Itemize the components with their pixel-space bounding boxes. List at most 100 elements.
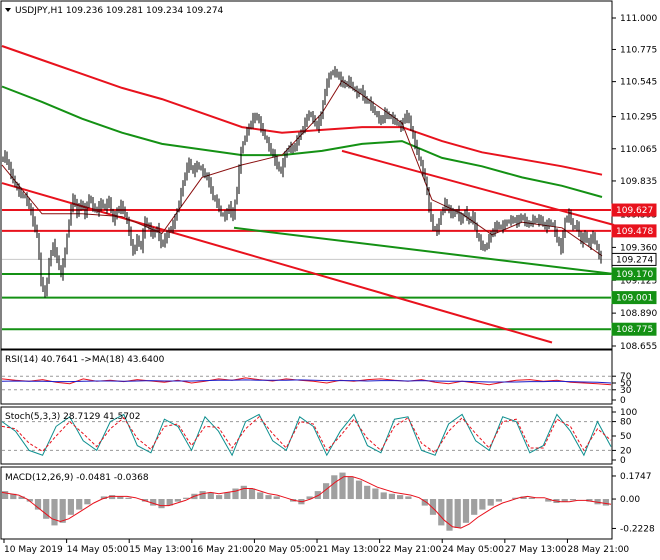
x-tick-label: 21 May 13:00 [317, 545, 379, 555]
macd-bar [240, 485, 247, 499]
moving-average-line [1, 45, 603, 176]
y-tick-label: 0 [620, 456, 626, 466]
macd-bar [528, 497, 535, 499]
macd-bar [306, 496, 313, 499]
macd-bar [487, 499, 494, 506]
macd-bar [109, 495, 116, 500]
macd-bar [372, 488, 379, 500]
rsi-plot-area [1, 375, 612, 391]
moving-average-line [1, 85, 603, 198]
x-tick-label: 22 May 21:00 [380, 545, 442, 555]
macd-bar [43, 499, 50, 519]
macd-bar [405, 496, 412, 499]
macd-bar [67, 499, 74, 515]
macd-panel-title: MACD(12,26,9) -0.0481 -0.0368 [5, 473, 149, 483]
macd-bar [158, 499, 165, 509]
trendline [233, 226, 615, 275]
x-tick-label: 24 May 05:00 [442, 545, 504, 555]
y-tick-label: 50 [620, 432, 632, 442]
macd-bar [446, 499, 453, 531]
macd-bar [51, 499, 58, 526]
y-tick-label: 109.360 [620, 243, 657, 253]
stoch-line [1, 413, 612, 457]
macd-bar [388, 493, 395, 500]
symbol-title[interactable]: USDJPY,H1 109.236 109.281 109.234 109.27… [5, 6, 224, 16]
level-tag [611, 224, 657, 238]
dropdown-triangle-icon[interactable] [5, 8, 11, 12]
rsi-panel-frame [0, 349, 613, 405]
macd-bar [323, 483, 330, 499]
macd-bar [471, 499, 478, 515]
macd-bar [314, 491, 321, 499]
macd-bar [10, 493, 17, 500]
macd-bar [2, 491, 9, 499]
macd-plot-area [1, 472, 612, 531]
macd-bar [183, 497, 190, 499]
macd-bar [347, 476, 354, 499]
stoch-panel-frame [0, 406, 613, 465]
x-tick-label: 10 May 2019 [4, 545, 63, 555]
macd-bar [232, 488, 239, 500]
macd-bar [380, 492, 387, 499]
macd-bar [512, 497, 519, 499]
x-tick-label: 28 May 21:00 [567, 545, 629, 555]
macd-bar [438, 499, 445, 526]
macd-bar [166, 499, 173, 506]
y-tick-label: 110.295 [620, 113, 657, 123]
level-tag-label: 109.627 [616, 206, 653, 216]
macd-bar [561, 499, 568, 502]
macd-signal-line [1, 476, 612, 529]
macd-bar [339, 472, 346, 499]
macd-bar [569, 499, 577, 501]
macd-bar [454, 499, 461, 528]
trendline [1, 182, 553, 344]
level-tag-label: 109.478 [616, 227, 653, 237]
macd-bar [429, 499, 437, 515]
x-tick-label: 15 May 13:00 [129, 545, 191, 555]
macd-bar [462, 499, 470, 523]
y-tick-label: 100 [620, 408, 637, 418]
x-tick-label: 27 May 13:00 [505, 545, 567, 555]
level-tag-label: 109.274 [616, 255, 653, 265]
y-tick-label: 108.655 [620, 342, 657, 352]
stoch-panel-title: Stoch(5,3,3) 28.7129 41.5702 [5, 412, 140, 422]
rsi-line [1, 379, 612, 384]
macd-bar [331, 475, 338, 500]
macd-bar [602, 499, 609, 506]
price-plot-area [1, 45, 615, 344]
macd-bar [265, 495, 272, 500]
x-tick-label: 14 May 05:00 [67, 545, 129, 555]
macd-bar [117, 496, 124, 499]
y-tick-label: 110.065 [620, 145, 657, 155]
y-tick-label: 30 [620, 386, 632, 396]
macd-bar [545, 499, 552, 502]
macd-bar [216, 495, 223, 500]
axes: 111.000 110.775 110.545 110.295 110.065 109.8… [3, 14, 657, 555]
level-tag-label: 108.775 [616, 325, 653, 335]
macd-panel-frame [0, 466, 613, 540]
y-tick-label: 80 [620, 418, 632, 428]
macd-bar [257, 492, 264, 499]
y-tick-label: 0.00 [620, 495, 640, 505]
macd-bar [495, 499, 502, 502]
macd-bar [199, 491, 206, 499]
x-tick-label: 16 May 21:00 [192, 545, 254, 555]
macd-bar [355, 480, 363, 500]
level-tag-label: 109.170 [616, 270, 653, 280]
macd-bar [364, 485, 371, 499]
macd-bar [207, 492, 214, 499]
y-tick-label: 0.1747 [620, 472, 652, 482]
level-tag [611, 252, 657, 266]
y-tick-label: 50 [620, 379, 632, 389]
y-tick-label: 108.890 [620, 309, 657, 319]
macd-bar [26, 499, 33, 502]
macd-bar [174, 499, 181, 502]
macd-bar [76, 499, 83, 510]
macd-bar [18, 496, 25, 499]
y-tick-label: 20 [620, 446, 632, 456]
macd-bar [224, 492, 231, 499]
macd-bar [594, 499, 601, 505]
y-tick-label: 111.000 [620, 14, 657, 24]
macd-bar [248, 488, 256, 500]
